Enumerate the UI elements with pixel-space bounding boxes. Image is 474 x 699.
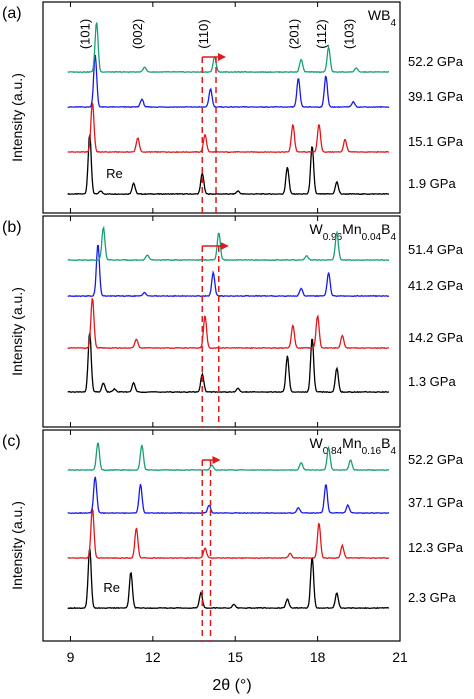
panel-a: (a) Intensity (a.u.) WB4 1.9 GPa 15.1 GPa 39.… [2, 1, 464, 214]
compound-label: W0.84Mn0.16B4 [309, 435, 396, 457]
plot-frame [42, 215, 401, 428]
panel-label: (b) [2, 219, 22, 236]
pressure-label: 41.2 GPa [408, 278, 464, 293]
y-axis-label: Intensity (a.u.) [9, 73, 25, 162]
x-tick-label: 12 [145, 649, 161, 665]
peak-label: (112) [314, 19, 329, 48]
panel-label: (c) [2, 433, 21, 450]
series-1.9-GPa [67, 134, 390, 196]
x-tick-label: 21 [392, 649, 408, 665]
series-12.3-GPa [67, 508, 390, 560]
series-52.2-GPa [67, 442, 390, 472]
pressure-label: 12.3 GPa [408, 540, 464, 555]
panel-label: (a) [2, 5, 22, 22]
peak-label: (110) [196, 19, 211, 48]
series-2.3-GPa [67, 548, 390, 610]
plot-frame [42, 429, 401, 642]
pressure-label: 2.3 GPa [408, 590, 456, 605]
pressure-label: 15.1 GPa [408, 134, 464, 149]
pressure-label: 1.3 GPa [408, 374, 456, 389]
x-tick-label: 18 [310, 649, 326, 665]
pressure-label: 52.2 GPa [408, 452, 464, 467]
pressure-label: 37.1 GPa [408, 495, 464, 510]
y-axis-label: Intensity (a.u.) [9, 287, 25, 376]
pressure-label: 52.2 GPa [408, 54, 464, 69]
impurity-label: Re [106, 166, 123, 181]
pressure-label: 39.1 GPa [408, 89, 464, 104]
series-15.1-GPa [67, 102, 390, 154]
peak-label: (101) [78, 19, 93, 49]
plot-frame [42, 1, 401, 214]
series-52.2-GPa [67, 22, 390, 74]
panel-b: (b) Intensity (a.u.) W0.96Mn0.04B4 1.3 GPa 1… [2, 215, 464, 428]
impurity-label: Re [103, 580, 120, 595]
series-37.1-GPa [67, 476, 390, 515]
pressure-label: 1.9 GPa [408, 176, 456, 191]
series-41.2-GPa [67, 245, 389, 298]
x-tick-label: 9 [67, 649, 75, 665]
compound-label: W0.96Mn0.04B4 [309, 221, 396, 243]
x-axis: 2θ (°) 9 12 15 18 21 [67, 649, 408, 694]
series-1.3-GPa [67, 332, 389, 394]
series-14.2-GPa [67, 298, 390, 350]
pressure-label: 14.2 GPa [408, 330, 464, 345]
series-39.1-GPa [67, 54, 390, 109]
panel-c: (c) Intensity (a.u.) W0.84Mn0.16B4 2.3 GPa 1… [2, 429, 464, 642]
peak-label: (201) [286, 19, 301, 49]
peak-label: (103) [341, 19, 356, 49]
compound-label: WB4 [368, 7, 397, 29]
series-51.4-GPa [67, 225, 389, 262]
x-tick-label: 15 [227, 649, 243, 665]
x-axis-label: 2θ (°) [212, 677, 251, 694]
pressure-label: 51.4 GPa [408, 242, 464, 257]
peak-label: (002) [130, 19, 145, 49]
y-axis-label: Intensity (a.u.) [9, 501, 25, 590]
